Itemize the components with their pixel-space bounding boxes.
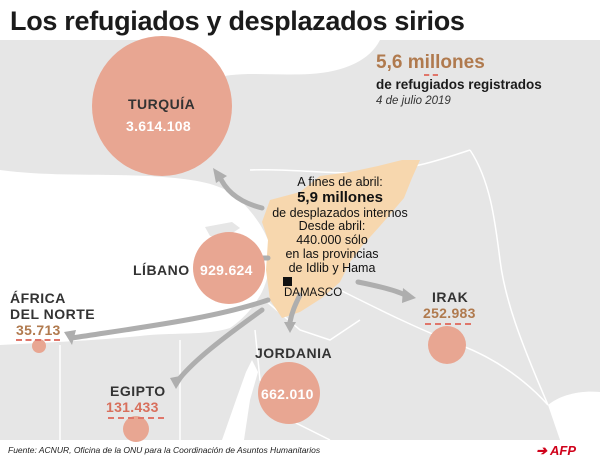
summary-label: de refugiados registrados <box>376 77 542 92</box>
syria-line-6: en las provincias <box>285 247 379 261</box>
bubble-north-africa <box>32 339 46 353</box>
persian-gulf <box>548 391 600 440</box>
syria-line-3: de desplazados internos <box>272 206 408 220</box>
damascus-label: DAMASCO <box>284 287 343 299</box>
source-note: Fuente: ACNUR, Oficina de la ONU para la… <box>8 445 321 455</box>
egypt-dash <box>108 417 164 419</box>
iraq-value: 252.983 <box>423 305 476 321</box>
syria-line-2: 5,9 millones <box>297 189 383 206</box>
afp-arrow-icon: ➔ <box>536 443 551 458</box>
bubble-turkey <box>92 36 232 176</box>
north-africa-value: 35.713 <box>16 322 61 338</box>
summary-dash <box>424 74 438 76</box>
afp-credit: AFP <box>550 443 577 458</box>
north-africa-name-2: DEL NORTE <box>10 306 96 322</box>
iraq-dash <box>425 323 471 325</box>
bubble-iraq <box>428 326 466 364</box>
lebanon-value: 929.624 <box>200 262 253 278</box>
north-africa-name-1: ÁFRICA <box>10 290 66 306</box>
syria-line-1: A fines de abril: <box>297 175 383 189</box>
iraq-name: IRAK <box>432 289 469 305</box>
syria-line-7: de Idlib y Hama <box>288 261 376 275</box>
syria-shape <box>262 160 420 318</box>
bubble-lebanon <box>193 232 265 304</box>
syria-line-4: Desde abril: <box>298 219 366 233</box>
bubble-egypt <box>123 416 149 442</box>
mediterranean-sea <box>0 170 270 345</box>
egypt-name: EGIPTO <box>110 383 166 399</box>
egypt-value: 131.433 <box>106 399 159 415</box>
afp-logo: ➔ AFP <box>536 443 576 459</box>
bubble-jordan <box>258 362 320 424</box>
syria-idlib-block: Desde abril: 440.000 sólo en las provinc… <box>276 219 388 275</box>
damascus-marker <box>283 277 292 286</box>
lebanon-name: LÍBANO <box>133 262 190 278</box>
summary-total: 5,6 millones <box>376 52 485 73</box>
turkey-name: TURQUÍA <box>128 96 196 112</box>
jordan-value: 662.010 <box>261 386 314 402</box>
north-africa-dash <box>16 339 60 341</box>
summary-date: 4 de julio 2019 <box>376 95 451 107</box>
page-title: Los refugiados y desplazados sirios <box>10 6 465 36</box>
syria-displaced-block: A fines de abril: 5,9 millones de despla… <box>270 175 410 220</box>
red-sea <box>222 360 258 440</box>
syria-line-5: 440.000 sólo <box>296 233 368 247</box>
turkey-value: 3.614.108 <box>126 118 191 134</box>
jordan-name: JORDANIA <box>255 345 333 361</box>
